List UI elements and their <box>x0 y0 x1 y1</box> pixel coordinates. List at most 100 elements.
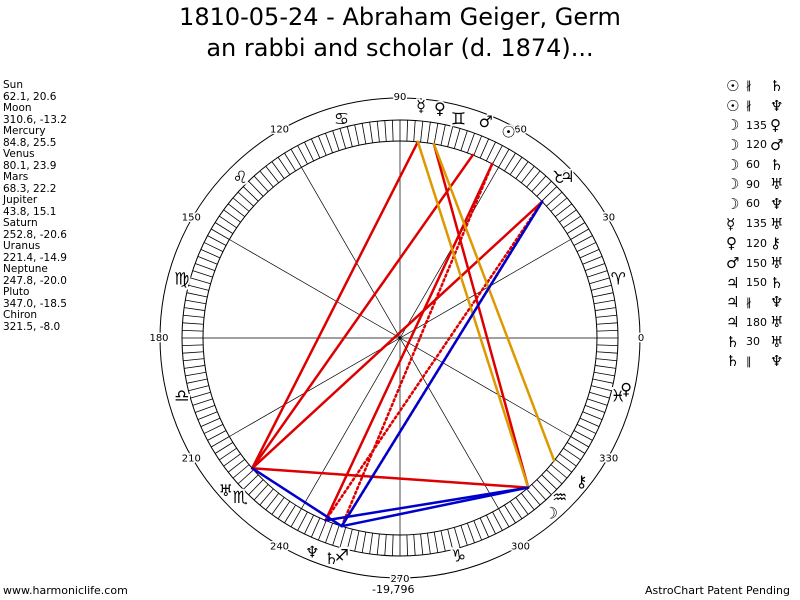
aspect-planet-1: ☿ <box>726 214 736 233</box>
zodiac-sign-glyph: ♊ <box>451 110 466 130</box>
degree-tick <box>413 534 416 556</box>
degree-tick <box>197 411 218 421</box>
aspect-type: 150 <box>746 256 767 270</box>
degree-tick <box>346 126 353 147</box>
degree-tick <box>192 398 213 406</box>
aspect-row: ☿ 135 ♅ <box>726 214 790 234</box>
degree-tick <box>332 130 340 151</box>
degree-tick <box>579 248 600 259</box>
planet-glyph: ☿ <box>416 96 426 115</box>
degree-tick <box>207 235 227 246</box>
planet-value: 310.6, -13.2 <box>3 113 67 126</box>
degree-tick <box>297 145 308 165</box>
degree-tick <box>265 492 280 511</box>
degree-label: 210 <box>182 454 201 465</box>
aspect-line <box>250 140 420 470</box>
degree-tick <box>188 385 209 392</box>
degree-tick <box>427 122 431 143</box>
degree-tick <box>433 123 439 145</box>
aspect-type: 60 <box>746 158 760 172</box>
zodiac-sign-glyph: ♉ <box>552 168 567 188</box>
degree-tick <box>596 322 618 325</box>
degree-tick <box>304 141 315 162</box>
degree-tick <box>232 464 250 479</box>
degree-tick <box>566 442 586 454</box>
aspect-row: ☽ 120 ♂ <box>726 135 790 155</box>
aspect-planet-1: ♄ <box>726 332 740 351</box>
aspect-planet-1: ♄ <box>726 352 740 371</box>
degree-label: 90 <box>394 92 407 103</box>
aspect-planet-1: ♂ <box>726 254 740 273</box>
degree-tick <box>596 329 618 332</box>
aspect-planet-2: ♄ <box>770 273 784 292</box>
planet-value: 43.8, 15.1 <box>3 205 57 218</box>
aspect-planet-1: ♃ <box>726 313 740 332</box>
aspect-line <box>324 200 544 522</box>
degree-tick <box>354 124 360 146</box>
degree-tick <box>242 474 259 490</box>
chart-title: 1810-05-24 - Abraham Geiger, Germ an rab… <box>0 2 800 64</box>
degree-tick <box>584 263 605 271</box>
degree-tick <box>592 292 614 298</box>
degree-label: 240 <box>270 542 289 553</box>
degree-tick <box>492 145 503 165</box>
degree-tick <box>440 530 446 552</box>
title-line-1: 1810-05-24 - Abraham Geiger, Germ <box>179 3 621 31</box>
degree-tick <box>541 186 558 202</box>
planet-glyph: ♄ <box>324 549 338 568</box>
degree-tick <box>271 161 285 179</box>
planet-name: Jupiter <box>3 194 38 206</box>
degree-tick <box>554 458 573 473</box>
aspect-planet-2: ⚷ <box>770 234 781 253</box>
aspect-planet-2: ♅ <box>770 332 784 351</box>
degree-tick <box>325 522 333 543</box>
aspect-type: 120 <box>746 236 767 250</box>
degree-tick <box>582 255 603 265</box>
degree-tick <box>207 430 227 441</box>
degree-tick <box>223 209 241 223</box>
degree-tick <box>284 504 296 524</box>
degree-tick <box>485 514 496 535</box>
degree-tick <box>183 358 205 362</box>
degree-label: 60 <box>514 124 527 135</box>
planet-name: Chiron <box>3 309 38 321</box>
degree-tick <box>536 479 552 496</box>
degree-tick <box>467 133 475 154</box>
degree-tick <box>589 391 610 399</box>
degree-tick <box>554 203 573 218</box>
aspect-line <box>432 142 530 489</box>
planet-glyph: ♆ <box>305 542 319 561</box>
degree-tick <box>595 314 617 318</box>
degree-tick <box>582 411 603 421</box>
degree-tick <box>325 133 333 154</box>
degree-tick <box>526 488 541 506</box>
degree-tick <box>200 248 221 259</box>
degree-tick <box>182 329 204 332</box>
aspect-type: ∥ <box>746 354 752 368</box>
degree-tick <box>248 180 264 197</box>
aspect-type: 120 <box>746 138 767 152</box>
degree-tick <box>369 533 373 554</box>
aspect-row: ☽ 60 ♄ <box>726 155 790 175</box>
degree-tick <box>447 529 454 550</box>
degree-tick <box>559 209 577 223</box>
degree-tick <box>184 365 205 369</box>
planet-glyph: ☽ <box>544 504 558 523</box>
degree-tick <box>253 484 269 501</box>
planet-name: Sun <box>3 79 23 91</box>
degree-tick <box>384 120 387 142</box>
degree-tick <box>265 165 280 184</box>
degree-tick <box>573 235 593 246</box>
aspect-list: ☉ ∦ ♄ ☉ ∦ ♆ ☽ 135 ♀ ☽ 120 ♂ ☽ 60 ♄ ☽ 90 ♅ ☽ 60 ♆ ☿ 135 ♅ ♀ 120 ⚷ ♂ 1… <box>726 76 790 371</box>
degree-tick <box>515 497 529 515</box>
degree-tick <box>369 122 373 143</box>
aspect-row: ♃ ∦ ♆ <box>726 293 790 313</box>
degree-tick <box>304 514 315 535</box>
aspect-row: ♀ 120 ⚷ <box>726 234 790 254</box>
footer-patent-note: AstroChart Patent Pending <box>644 584 790 597</box>
degree-tick <box>420 533 424 555</box>
degree-label: 330 <box>599 454 618 465</box>
aspect-line <box>324 162 494 522</box>
degree-tick <box>520 492 535 511</box>
planet-value: 247.8, -20.0 <box>3 274 67 287</box>
